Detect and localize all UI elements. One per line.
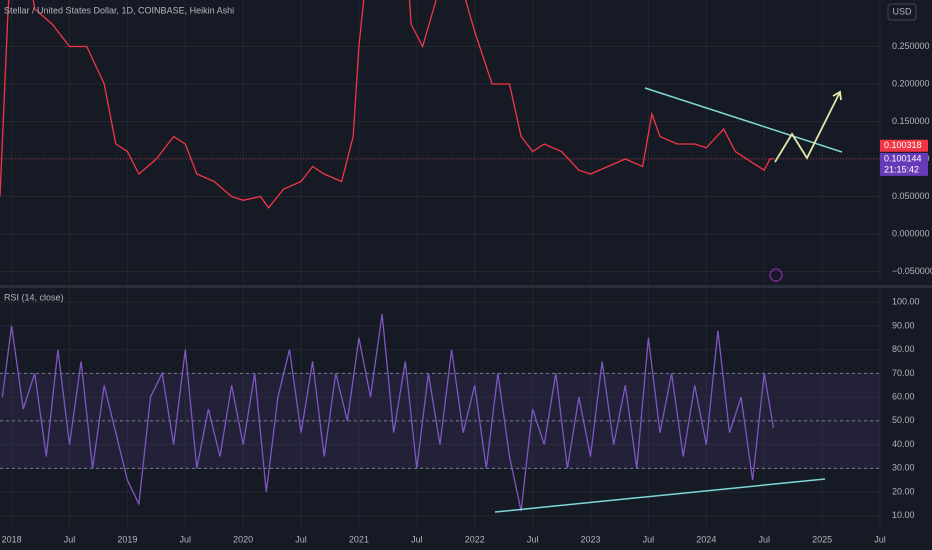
x-tick-label: 2019 xyxy=(117,534,137,544)
rsi-trend-line xyxy=(494,478,826,513)
countdown-box xyxy=(880,163,928,176)
chart-title: Stellar / United States Dollar, 1D, COIN… xyxy=(4,5,234,15)
x-tick-label: Jul xyxy=(758,534,770,544)
time-axis xyxy=(0,530,932,550)
series-line xyxy=(1,314,775,512)
x-tick-label: 2025 xyxy=(812,534,832,544)
alert-icon[interactable] xyxy=(769,268,783,282)
price-tag xyxy=(880,139,928,152)
price-tag-label: 0.100318 xyxy=(884,140,922,150)
x-tick-label: Jul xyxy=(874,534,886,544)
x-tick-label: 2024 xyxy=(696,534,716,544)
currency-button[interactable] xyxy=(887,3,917,21)
y-tick-label: 90.00 xyxy=(892,320,915,330)
series-line xyxy=(0,0,774,209)
x-tick-label: 2023 xyxy=(581,534,601,544)
pane-separator xyxy=(0,285,932,288)
y-tick-label: 30.00 xyxy=(892,463,915,473)
y-tick-label: 100.00 xyxy=(892,297,920,307)
y-tick-label: 70.00 xyxy=(892,368,915,378)
y-tick-label: 80.00 xyxy=(892,344,915,354)
x-tick-label: Jul xyxy=(295,534,307,544)
countdown: 21:15:42 xyxy=(884,164,919,174)
y-tick-label: 10.00 xyxy=(892,510,915,520)
currency[interactable]: USD xyxy=(892,6,912,16)
y-tick-label: 0.000000 xyxy=(892,228,930,238)
y-tick-label: 0.200000 xyxy=(892,78,930,88)
x-tick-label: 2018 xyxy=(2,534,22,544)
x-tick-label: Jul xyxy=(643,534,655,544)
arrow-head xyxy=(832,90,842,101)
rsi-title: RSI (14, close) xyxy=(4,292,64,302)
y-tick-label: −0.050000 xyxy=(892,266,932,276)
price-pane xyxy=(0,0,880,209)
x-tick-label: Jul xyxy=(180,534,192,544)
price-tag-label: 0.100144 xyxy=(884,153,922,163)
trend-line xyxy=(644,87,843,153)
projection-arrow xyxy=(774,91,841,163)
y-tick-label: 0.050000 xyxy=(892,191,930,201)
y-tick-label: 60.00 xyxy=(892,392,915,402)
x-tick-label: Jul xyxy=(64,534,76,544)
x-tick-label: 2020 xyxy=(233,534,253,544)
y-tick-label: 0.250000 xyxy=(892,41,930,51)
x-tick-label: Jul xyxy=(411,534,423,544)
price-tag xyxy=(880,152,928,165)
rsi-pane xyxy=(0,314,880,512)
y-tick-label: 50.00 xyxy=(892,415,915,425)
y-tick-label: 40.00 xyxy=(892,439,915,449)
y-tick-label: 0.150000 xyxy=(892,116,930,126)
y-tick-label: 20.00 xyxy=(892,486,915,496)
x-tick-label: 2021 xyxy=(349,534,369,544)
x-tick-label: Jul xyxy=(527,534,539,544)
x-tick-label: 2022 xyxy=(465,534,485,544)
